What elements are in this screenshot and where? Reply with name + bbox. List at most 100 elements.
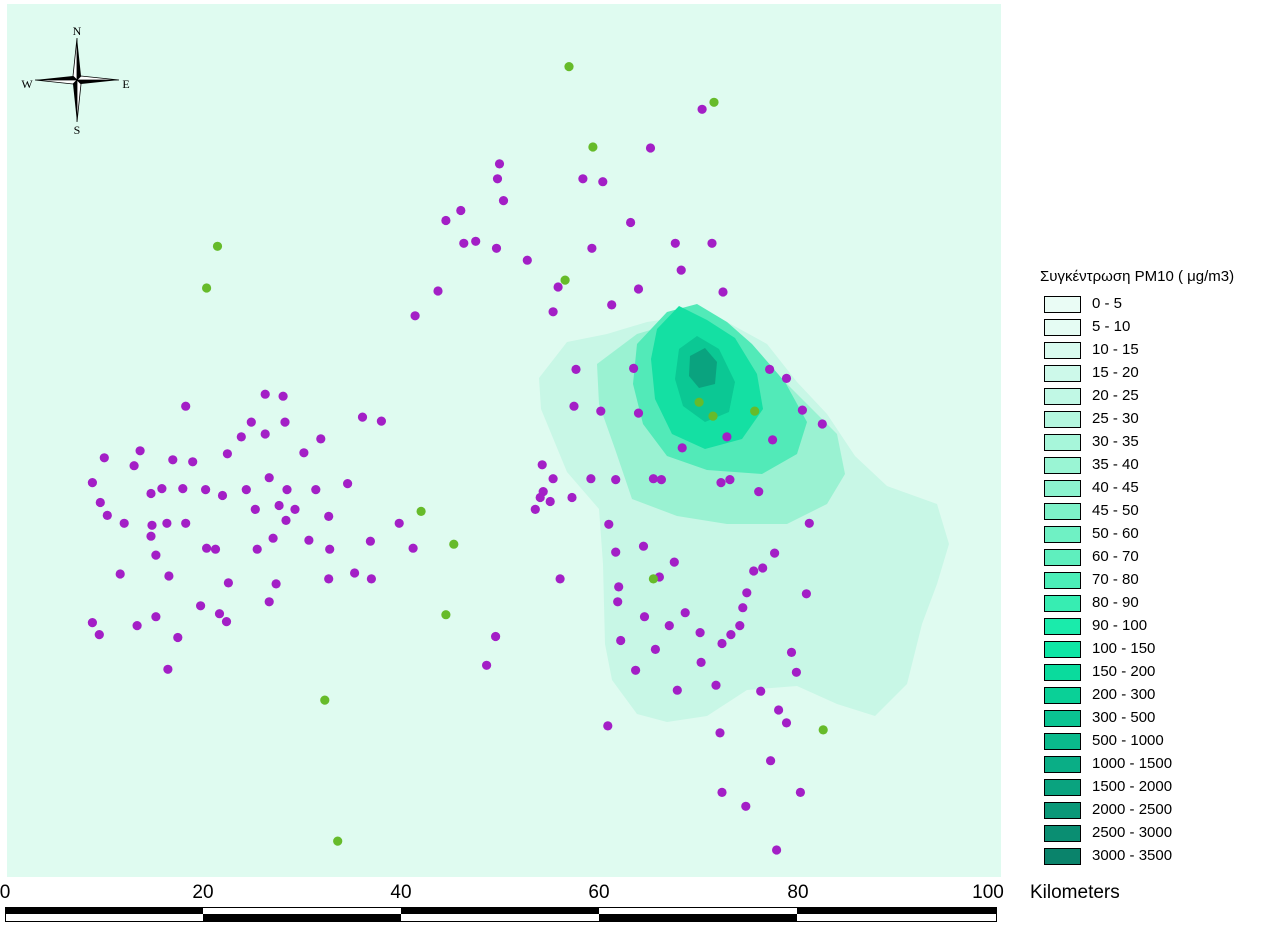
purple-station-marker[interactable] xyxy=(676,265,686,275)
purple-station-marker[interactable] xyxy=(471,236,481,246)
purple-station-marker[interactable] xyxy=(410,311,420,321)
purple-station-marker[interactable] xyxy=(645,143,656,153)
purple-station-marker[interactable] xyxy=(157,484,167,494)
purple-station-marker[interactable] xyxy=(696,657,706,668)
purple-station-marker[interactable] xyxy=(163,664,173,674)
purple-station-marker[interactable] xyxy=(181,518,191,528)
purple-station-marker[interactable] xyxy=(758,563,768,573)
purple-station-marker[interactable] xyxy=(756,686,766,696)
purple-station-marker[interactable] xyxy=(697,104,707,114)
purple-station-marker[interactable] xyxy=(201,485,211,495)
purple-station-marker[interactable] xyxy=(718,287,728,297)
purple-station-marker[interactable] xyxy=(578,174,588,184)
purple-station-marker[interactable] xyxy=(268,533,278,543)
purple-station-marker[interactable] xyxy=(99,453,109,463)
purple-station-marker[interactable] xyxy=(271,579,281,589)
purple-station-marker[interactable] xyxy=(264,597,274,607)
green-station-marker[interactable] xyxy=(449,539,459,549)
purple-station-marker[interactable] xyxy=(376,416,386,426)
purple-station-marker[interactable] xyxy=(781,718,792,728)
green-station-marker[interactable] xyxy=(694,397,704,407)
purple-station-marker[interactable] xyxy=(102,510,112,520)
purple-station-marker[interactable] xyxy=(587,243,597,253)
purple-station-marker[interactable] xyxy=(817,419,827,429)
purple-station-marker[interactable] xyxy=(132,621,142,631)
purple-station-marker[interactable] xyxy=(717,787,727,798)
purple-station-marker[interactable] xyxy=(482,660,492,670)
purple-station-marker[interactable] xyxy=(491,631,501,642)
purple-station-marker[interactable] xyxy=(316,434,326,444)
purple-station-marker[interactable] xyxy=(770,548,780,558)
purple-station-marker[interactable] xyxy=(614,582,624,592)
purple-station-marker[interactable] xyxy=(151,612,161,622)
purple-station-marker[interactable] xyxy=(633,408,644,418)
purple-station-marker[interactable] xyxy=(677,443,687,453)
purple-station-marker[interactable] xyxy=(325,544,335,554)
purple-station-marker[interactable] xyxy=(252,544,262,554)
green-station-marker[interactable] xyxy=(333,836,343,846)
purple-station-marker[interactable] xyxy=(223,578,233,588)
purple-station-marker[interactable] xyxy=(738,603,748,613)
green-station-marker[interactable] xyxy=(708,411,718,421)
purple-station-marker[interactable] xyxy=(707,238,717,248)
purple-station-marker[interactable] xyxy=(749,566,759,576)
purple-station-marker[interactable] xyxy=(282,485,292,495)
purple-station-marker[interactable] xyxy=(236,432,246,442)
purple-station-marker[interactable] xyxy=(781,373,792,383)
purple-station-marker[interactable] xyxy=(394,518,404,528)
purple-station-marker[interactable] xyxy=(280,417,290,427)
purple-station-marker[interactable] xyxy=(343,479,353,489)
purple-station-marker[interactable] xyxy=(164,571,174,581)
purple-station-marker[interactable] xyxy=(774,705,784,715)
purple-station-marker[interactable] xyxy=(246,417,256,427)
purple-station-marker[interactable] xyxy=(548,474,558,484)
purple-station-marker[interactable] xyxy=(222,449,232,459)
purple-station-marker[interactable] xyxy=(119,518,129,528)
purple-station-marker[interactable] xyxy=(146,531,156,541)
purple-station-marker[interactable] xyxy=(711,680,721,690)
purple-station-marker[interactable] xyxy=(94,630,104,640)
purple-station-marker[interactable] xyxy=(569,401,579,411)
purple-station-marker[interactable] xyxy=(772,845,782,855)
purple-station-marker[interactable] xyxy=(491,243,502,253)
purple-station-marker[interactable] xyxy=(530,504,540,514)
purple-station-marker[interactable] xyxy=(548,307,558,317)
purple-station-marker[interactable] xyxy=(670,238,680,248)
purple-station-marker[interactable] xyxy=(586,474,596,484)
purple-station-marker[interactable] xyxy=(571,364,581,374)
purple-station-marker[interactable] xyxy=(795,787,806,798)
purple-station-marker[interactable] xyxy=(290,504,300,514)
purple-station-marker[interactable] xyxy=(522,255,532,265)
purple-station-marker[interactable] xyxy=(260,389,270,399)
purple-station-marker[interactable] xyxy=(324,511,334,521)
purple-station-marker[interactable] xyxy=(631,665,641,675)
purple-station-marker[interactable] xyxy=(459,238,469,248)
purple-station-marker[interactable] xyxy=(162,518,172,528)
purple-station-marker[interactable] xyxy=(173,632,183,643)
purple-station-marker[interactable] xyxy=(672,685,682,695)
purple-station-marker[interactable] xyxy=(629,363,639,373)
green-station-marker[interactable] xyxy=(818,725,828,735)
purple-station-marker[interactable] xyxy=(786,647,797,658)
purple-station-marker[interactable] xyxy=(299,448,309,458)
purple-station-marker[interactable] xyxy=(715,728,725,738)
purple-station-marker[interactable] xyxy=(147,520,157,530)
purple-station-marker[interactable] xyxy=(754,487,764,497)
green-station-marker[interactable] xyxy=(202,283,212,293)
purple-station-marker[interactable] xyxy=(804,518,814,528)
purple-station-marker[interactable] xyxy=(604,519,614,529)
purple-station-marker[interactable] xyxy=(626,217,636,228)
purple-station-marker[interactable] xyxy=(768,435,778,445)
purple-station-marker[interactable] xyxy=(742,588,752,598)
purple-station-marker[interactable] xyxy=(433,286,443,296)
purple-station-marker[interactable] xyxy=(537,460,547,470)
purple-station-marker[interactable] xyxy=(616,635,626,646)
green-station-marker[interactable] xyxy=(588,142,598,152)
purple-station-marker[interactable] xyxy=(304,535,314,545)
purple-station-marker[interactable] xyxy=(716,478,726,488)
purple-station-marker[interactable] xyxy=(656,475,667,485)
purple-station-marker[interactable] xyxy=(741,801,751,811)
purple-station-marker[interactable] xyxy=(607,300,617,310)
purple-station-marker[interactable] xyxy=(274,500,284,511)
purple-station-marker[interactable] xyxy=(196,601,206,611)
